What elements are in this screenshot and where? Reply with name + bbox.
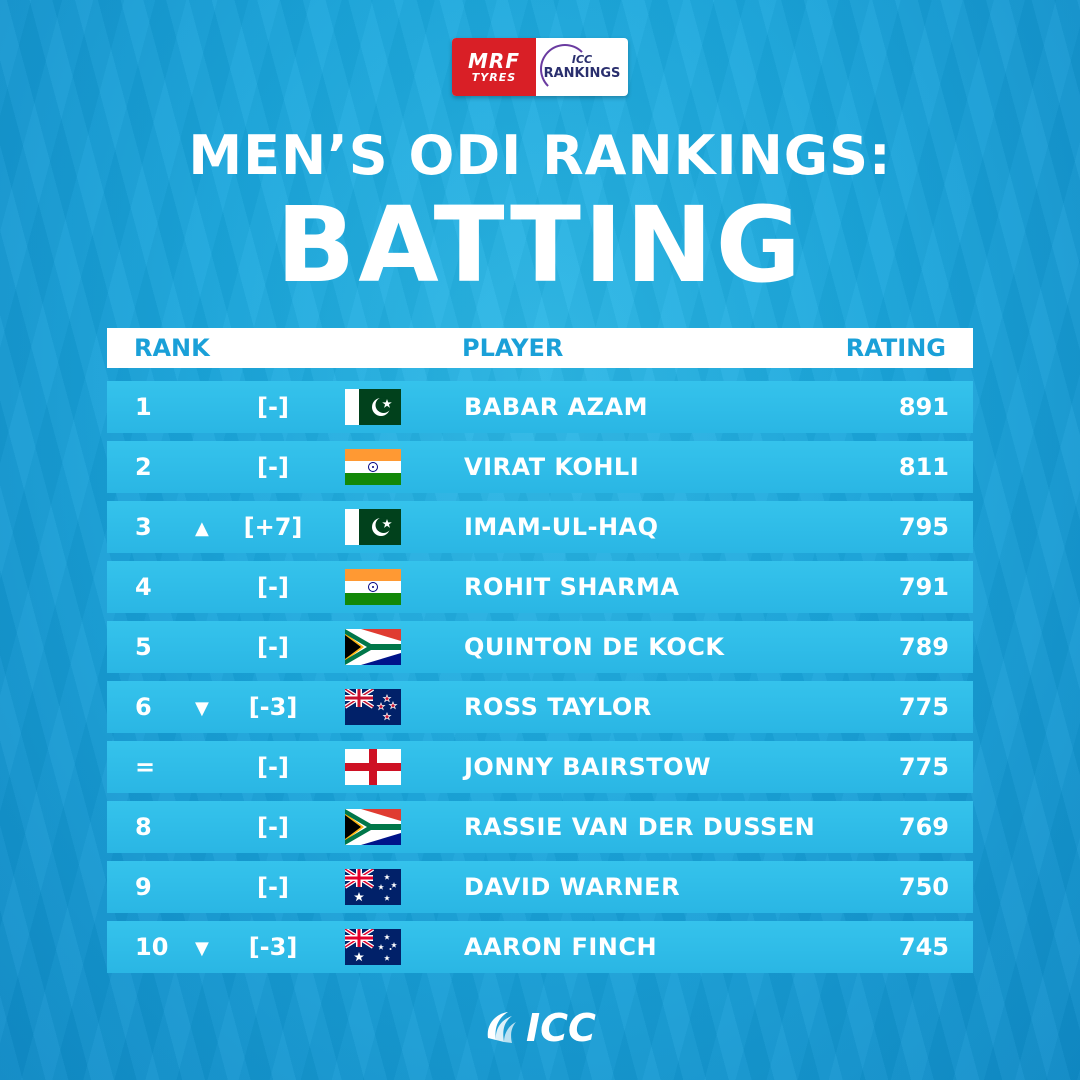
australia-flag-icon	[345, 929, 401, 965]
pakistan-flag-icon	[345, 509, 401, 545]
row-player-name: IMAM-UL-HAQ	[464, 513, 659, 541]
page-subtitle: BATTING	[275, 184, 805, 306]
india-flag-icon	[345, 449, 401, 485]
row-movement: [-]	[257, 393, 289, 421]
row-movement: [-3]	[248, 693, 298, 721]
row-rank: 5	[135, 633, 152, 661]
row-movement: [-]	[257, 453, 289, 481]
row-rating: 795	[898, 513, 949, 541]
new-zealand-flag-icon	[345, 689, 401, 725]
row-rating: 745	[898, 933, 949, 961]
table-row: 9 [-] DAVID WARNER 750	[107, 861, 973, 913]
row-player-name: AARON FINCH	[464, 933, 658, 961]
icc-swoosh-icon	[487, 1012, 516, 1043]
row-rating: 791	[898, 573, 949, 601]
india-flag-icon	[345, 569, 401, 605]
icc-arc-icon	[540, 44, 590, 94]
rankings-text: RANKINGS	[543, 65, 621, 81]
table-row: 4 [-] ROHIT SHARMA 791	[107, 561, 973, 613]
row-rank: 6	[135, 693, 152, 721]
south-africa-flag-icon	[345, 809, 401, 845]
pakistan-flag-icon	[345, 389, 401, 425]
rankings-table: 1 [-] BABAR AZAM 891 2 [-] VIRAT KOHLI 811 3 ▲ [+7…	[107, 381, 973, 981]
arrow-up-icon: ▲	[195, 518, 209, 539]
row-rank: 9	[135, 873, 152, 901]
table-row: 2 [-] VIRAT KOHLI 811	[107, 441, 973, 493]
england-flag-icon	[345, 749, 401, 785]
icc-rankings-logo: ICC RANKINGS	[536, 38, 628, 96]
table-header: RANK PLAYER RATING	[107, 328, 973, 368]
row-player-name: ROSS TAYLOR	[464, 693, 652, 721]
row-movement: [-]	[257, 573, 289, 601]
table-row: 8 [-] RASSIE VAN DER DUSSEN 769	[107, 801, 973, 853]
row-player-name: QUINTON DE KOCK	[464, 633, 725, 661]
row-movement: [-]	[257, 753, 289, 781]
table-row: 5 [-] QUINTON DE KOCK 789	[107, 621, 973, 673]
row-player-name: DAVID WARNER	[464, 873, 681, 901]
row-player-name: JONNY BAIRSTOW	[464, 753, 712, 781]
row-rank: 10	[135, 933, 169, 961]
row-rating: 811	[898, 453, 949, 481]
row-rating: 789	[898, 633, 949, 661]
header-player: PLAYER	[462, 334, 564, 362]
row-rating: 891	[898, 393, 949, 421]
row-movement: [-3]	[248, 933, 298, 961]
row-movement: [+7]	[243, 513, 303, 541]
row-player-name: VIRAT KOHLI	[464, 453, 640, 481]
tyres-text: TYRES	[471, 70, 517, 84]
row-rank: 4	[135, 573, 152, 601]
australia-flag-icon	[345, 869, 401, 905]
arrow-down-icon: ▼	[195, 698, 209, 719]
row-movement: [-]	[257, 813, 289, 841]
south-africa-flag-icon	[345, 629, 401, 665]
table-row: 10 ▼ [-3] AARON FINCH 745	[107, 921, 973, 973]
row-rank: 3	[135, 513, 152, 541]
row-rating: 775	[898, 693, 949, 721]
row-movement: [-]	[257, 873, 289, 901]
header-rating: RATING	[845, 334, 946, 362]
row-player-name: ROHIT SHARMA	[464, 573, 680, 601]
mrf-tyres-logo: MRF TYRES	[452, 38, 536, 96]
table-row: 1 [-] BABAR AZAM 891	[107, 381, 973, 433]
row-rating: 775	[898, 753, 949, 781]
mrf-text: MRF	[468, 48, 520, 73]
row-player-name: RASSIE VAN DER DUSSEN	[464, 813, 816, 841]
row-rating: 769	[898, 813, 949, 841]
mrf-icc-rankings-logo: MRF TYRES ICC RANKINGS	[452, 38, 628, 96]
row-rank: 1	[135, 393, 152, 421]
icc-footer-logo: ICC	[480, 1006, 610, 1050]
row-rank: =	[135, 753, 156, 781]
table-row: 3 ▲ [+7] IMAM-UL-HAQ 795	[107, 501, 973, 553]
row-rank: 8	[135, 813, 152, 841]
icc-logo-text: ICC	[526, 1006, 596, 1050]
row-movement: [-]	[257, 633, 289, 661]
table-row: 6 ▼ [-3] ROSS TAYLOR 775	[107, 681, 973, 733]
page-title: MEN’S ODI RANKINGS:	[188, 124, 892, 187]
table-row: = [-] JONNY BAIRSTOW 775	[107, 741, 973, 793]
header-rank: RANK	[134, 334, 210, 362]
row-rank: 2	[135, 453, 152, 481]
row-rating: 750	[898, 873, 949, 901]
row-player-name: BABAR AZAM	[464, 393, 649, 421]
icc-text: ICC	[571, 52, 593, 66]
arrow-down-icon: ▼	[195, 938, 209, 959]
